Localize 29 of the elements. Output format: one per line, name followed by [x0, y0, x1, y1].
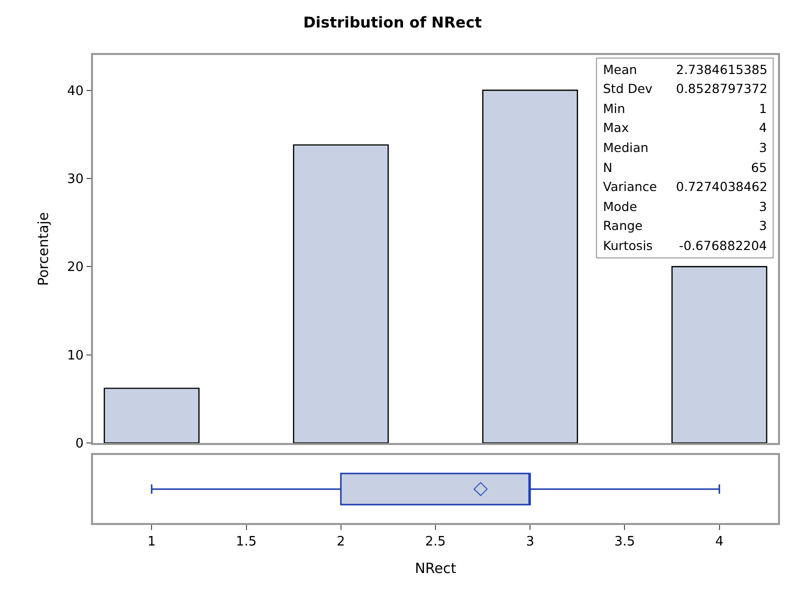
text: Min 1	[603, 101, 767, 116]
chart-title: Distribution of NRect	[303, 13, 482, 32]
x-tick-label: 2	[336, 534, 346, 550]
y-tick-label: 30	[67, 172, 84, 187]
y-tick-label: 10	[67, 348, 84, 364]
text: Mean 2.7384615385	[603, 62, 768, 77]
bar	[482, 90, 578, 443]
text: Mode 3	[603, 199, 767, 214]
text: Max 4	[603, 120, 767, 135]
text: Median 3	[603, 140, 767, 155]
x-tick-label: 4	[715, 534, 724, 550]
text: Range 3	[603, 218, 767, 233]
x-tick-label: 1	[148, 534, 156, 550]
y-tick-label: 40	[67, 84, 84, 99]
y-tick-label: 0	[75, 436, 84, 452]
text: Kurtosis -0.676882204	[603, 238, 768, 253]
text: Variance 0.7274038462	[603, 179, 768, 194]
x-tick-label: 3.5	[614, 534, 636, 550]
bar	[292, 144, 389, 443]
x-tick-label: 3	[526, 534, 534, 550]
bar	[104, 388, 200, 443]
x-tick-label: 2.5	[425, 534, 446, 550]
text: Std Dev 0.8528797372	[603, 81, 768, 96]
bar	[671, 266, 768, 443]
text: N 65	[603, 160, 767, 175]
x-axis-title: NRect	[414, 561, 457, 578]
y-tick-label: 20	[67, 260, 84, 276]
x-tick-label: 1.5	[236, 534, 257, 550]
y-axis-title: Porcentaje	[36, 212, 52, 286]
